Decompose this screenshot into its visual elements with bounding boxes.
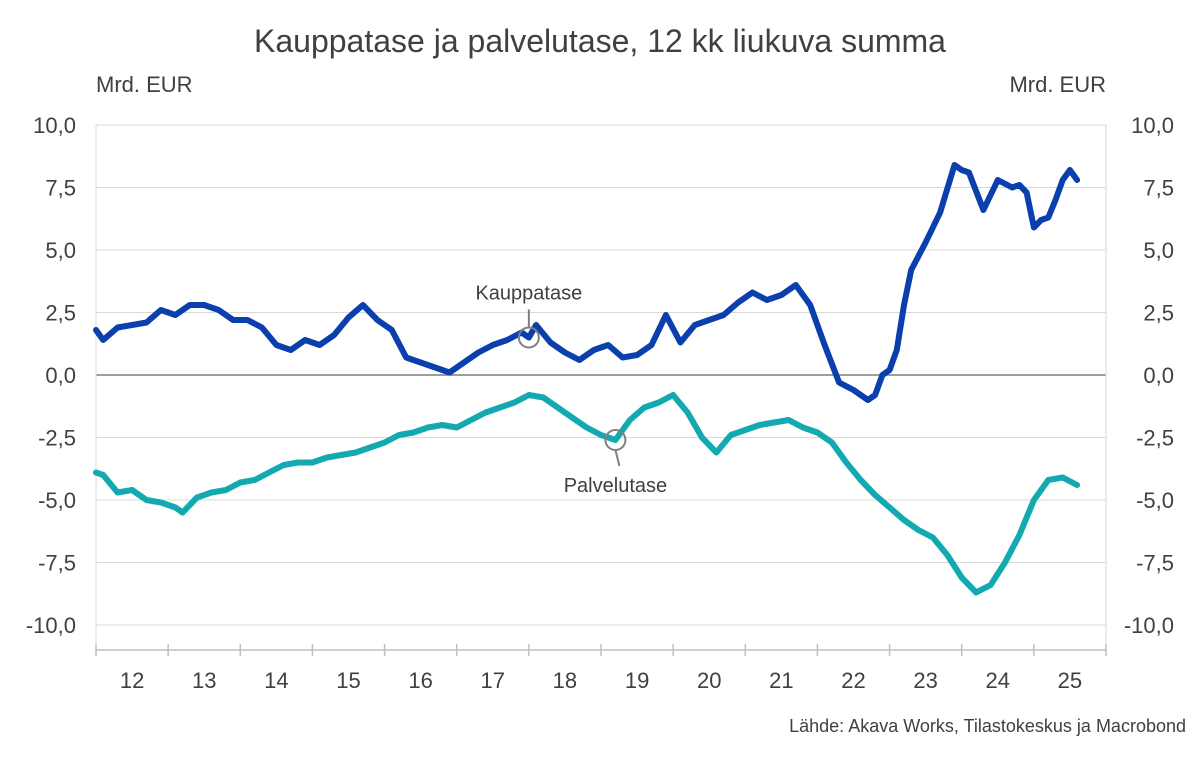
annotation-label-kauppatase: Kauppatase [475,283,582,305]
y-tick-label-left: 2,5 [45,301,76,326]
y-tick-label-right: -5,0 [1136,488,1174,513]
x-tick-label: 21 [769,668,793,693]
y-tick-label-left: -7,5 [38,551,76,576]
annotation-label-palvelutase: Palvelutase [564,475,667,497]
x-tick-label: 24 [986,668,1010,693]
chart-title: Kauppatase ja palvelutase, 12 kk liukuva… [254,23,946,59]
x-tick-label: 22 [841,668,865,693]
x-tick-label: 16 [408,668,432,693]
y-tick-label-right: 0,0 [1143,363,1174,388]
annotation-kauppatase: Kauppatase [475,283,582,349]
x-tick-label: 19 [625,668,649,693]
annotation-palvelutase: Palvelutase [564,429,667,497]
annotation-leader [614,449,621,467]
y-tick-label-left: -10,0 [26,613,76,638]
y-axis-label-left: Mrd. EUR [96,72,193,97]
y-tick-label-left: 0,0 [45,363,76,388]
x-tick-label: 20 [697,668,721,693]
gridlines [96,124,1106,626]
y-tick-label-right: 7,5 [1143,176,1174,201]
y-tick-label-left: -5,0 [38,488,76,513]
y-tick-label-right: 2,5 [1143,301,1174,326]
y-tick-label-left: -2,5 [38,426,76,451]
y-axis-label-right: Mrd. EUR [1009,72,1106,97]
series-line-kauppatase [93,162,1081,403]
axes: 10,0 10,0 7,5 7,5 5,0 5,0 2,5 2,5 0,0 0,0 -2,5 -2,5… [26,113,1174,693]
y-tick-label-right: 10,0 [1131,113,1174,138]
y-tick-label-left: 10,0 [33,113,76,138]
y-tick-label-right: -10,0 [1124,613,1174,638]
series-line-palvelutase [93,392,1081,596]
x-tick-label: 18 [553,668,577,693]
x-tick-label: 17 [481,668,505,693]
y-tick-label-right: 5,0 [1143,238,1174,263]
y-tick-label-left: 7,5 [45,176,76,201]
x-tick-label: 15 [336,668,360,693]
y-tick-label-left: 5,0 [45,238,76,263]
y-tick-label-right: -2,5 [1136,426,1174,451]
series-lines [93,162,1081,596]
x-tick-label: 12 [120,668,144,693]
x-tick-label: 14 [264,668,288,693]
source-note: Lähde: Akava Works, Tilastokeskus ja Mac… [789,716,1186,736]
x-tick-label: 13 [192,668,216,693]
x-tick-label: 25 [1058,668,1082,693]
y-tick-label-right: -7,5 [1136,551,1174,576]
x-tick-label: 23 [913,668,937,693]
